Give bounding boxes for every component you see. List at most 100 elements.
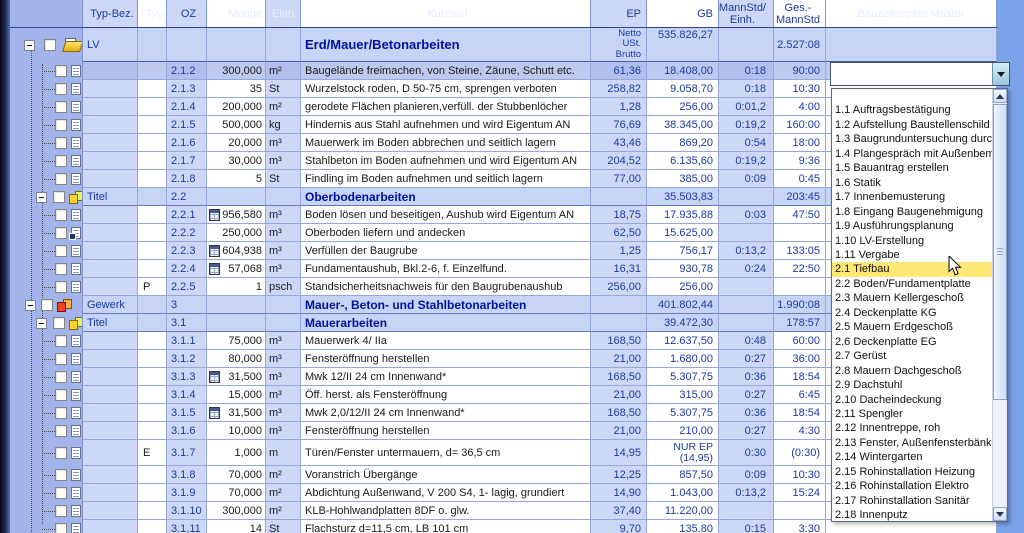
- bauzeitenplan-cell[interactable]: [826, 28, 997, 62]
- gesmannstd-cell[interactable]: 4:00: [774, 98, 826, 116]
- kurztext-cell[interactable]: Wurzelstock roden, D 50-75 cm, sprengen …: [301, 80, 591, 98]
- einh-cell[interactable]: [266, 28, 301, 62]
- dropdown-item[interactable]: 1.11 Vergabe: [835, 248, 900, 261]
- mannstd-cell[interactable]: 0:09: [719, 170, 774, 188]
- mannstd-cell[interactable]: [719, 502, 774, 520]
- ep-cell[interactable]: Netto USt. Brutto: [591, 28, 647, 62]
- dropdown-item[interactable]: 1.7 Innenbemusterung: [835, 191, 946, 204]
- oz-cell[interactable]: 2.1.4: [167, 98, 207, 116]
- mannstd-cell[interactable]: [719, 224, 774, 242]
- mannstd-cell[interactable]: 0:48: [719, 332, 774, 350]
- dropdown-item[interactable]: 2.9 Dachstuhl: [835, 379, 903, 392]
- typ-cell[interactable]: [138, 62, 167, 80]
- bauzeitenplan-cell[interactable]: [826, 520, 997, 533]
- typbez-cell[interactable]: [83, 484, 138, 502]
- typ-cell[interactable]: [138, 314, 167, 332]
- einh-cell[interactable]: m³: [266, 368, 301, 386]
- mannstd-cell[interactable]: 0:03: [719, 206, 774, 224]
- header-ep[interactable]: EP: [591, 0, 647, 27]
- menge-cell[interactable]: 31,500: [207, 404, 266, 422]
- oz-cell[interactable]: 3.1.9: [167, 484, 207, 502]
- oz-cell[interactable]: 3.1.6: [167, 422, 207, 440]
- oz-cell[interactable]: 3.1.2: [167, 350, 207, 368]
- kurztext-cell[interactable]: Fensteröffnung herstellen: [301, 350, 591, 368]
- einh-cell[interactable]: m³: [266, 152, 301, 170]
- dropdown-item[interactable]: 1.9 Ausführungsplanung: [835, 220, 954, 233]
- oz-cell[interactable]: 2.1.8: [167, 170, 207, 188]
- einh-cell[interactable]: psch: [266, 278, 301, 296]
- row-checkbox[interactable]: [55, 505, 67, 517]
- typ-cell[interactable]: [138, 170, 167, 188]
- menge-cell[interactable]: 31,500: [207, 368, 266, 386]
- typbez-cell[interactable]: [83, 422, 138, 440]
- dropdown-item[interactable]: 2.8 Mauern Dachgeschoß: [835, 364, 962, 377]
- oz-cell[interactable]: 2.2.3: [167, 242, 207, 260]
- ep-cell[interactable]: 9,70: [591, 520, 647, 533]
- kurztext-cell[interactable]: Voranstrich Übergänge: [301, 466, 591, 484]
- row-checkbox[interactable]: [53, 191, 65, 203]
- typ-cell[interactable]: [138, 484, 167, 502]
- row-checkbox[interactable]: [55, 281, 67, 293]
- typ-cell[interactable]: [138, 332, 167, 350]
- kurztext-cell[interactable]: Stahlbeton im Boden aufnehmen und wird E…: [301, 152, 591, 170]
- header-typbez[interactable]: Typ-Bez.: [83, 0, 138, 27]
- oz-cell[interactable]: 3: [167, 296, 207, 314]
- table-row[interactable]: 3.1.5 31,500 m³ Mwk 2,0/12/II 24 cm Inne…: [10, 404, 997, 422]
- ep-cell[interactable]: 1,28: [591, 98, 647, 116]
- gesmannstd-cell[interactable]: (0:30): [774, 440, 826, 466]
- scrollbar-thumb[interactable]: [993, 104, 1007, 400]
- typbez-cell[interactable]: [83, 152, 138, 170]
- typ-cell[interactable]: [138, 502, 167, 520]
- menge-cell[interactable]: 70,000: [207, 466, 266, 484]
- typbez-cell[interactable]: [83, 332, 138, 350]
- dropdown-item[interactable]: 2.17 Rohinstallation Sanitär: [835, 494, 970, 507]
- row-checkbox[interactable]: [55, 371, 67, 383]
- kurztext-cell[interactable]: Boden lösen und beseitigen, Aushub wird …: [301, 206, 591, 224]
- typbez-cell[interactable]: [83, 260, 138, 278]
- menge-cell[interactable]: [207, 314, 266, 332]
- menge-cell[interactable]: [207, 28, 266, 62]
- ep-cell[interactable]: 16,31: [591, 260, 647, 278]
- collapse-toggle-icon[interactable]: [36, 317, 47, 329]
- gb-cell[interactable]: 256,00: [647, 98, 719, 116]
- row-checkbox[interactable]: [53, 317, 65, 329]
- mannstd-cell[interactable]: 0:27: [719, 350, 774, 368]
- typ-cell[interactable]: [138, 368, 167, 386]
- oz-cell[interactable]: 3.1.10: [167, 502, 207, 520]
- row-checkbox[interactable]: [55, 469, 67, 481]
- menge-cell[interactable]: 604,938: [207, 242, 266, 260]
- header-bauzeitenplan[interactable]: Bauzeitenplan Master: [826, 0, 997, 27]
- typ-cell[interactable]: [138, 134, 167, 152]
- header-oz[interactable]: OZ: [167, 0, 207, 27]
- row-checkbox[interactable]: [55, 487, 67, 499]
- row-checkbox[interactable]: [55, 335, 67, 347]
- header-menge[interactable]: Menge: [207, 0, 266, 27]
- menge-cell[interactable]: 500,000: [207, 116, 266, 134]
- einh-cell[interactable]: [266, 188, 301, 206]
- mannstd-cell[interactable]: [719, 296, 774, 314]
- kurztext-cell[interactable]: Mwk 2,0/12/II 24 cm Innenwand*: [301, 404, 591, 422]
- einh-cell[interactable]: St: [266, 170, 301, 188]
- mannstd-cell[interactable]: 0:24: [719, 260, 774, 278]
- gesmannstd-cell[interactable]: 178:57: [774, 314, 826, 332]
- mannstd-cell[interactable]: 0:19,2: [719, 116, 774, 134]
- row-checkbox[interactable]: [44, 39, 56, 51]
- einh-cell[interactable]: kg: [266, 116, 301, 134]
- menge-cell[interactable]: 5: [207, 170, 266, 188]
- typbez-cell[interactable]: LV: [83, 28, 138, 62]
- oz-cell[interactable]: 3.1.3: [167, 368, 207, 386]
- ep-cell[interactable]: 37,40: [591, 502, 647, 520]
- typbez-cell[interactable]: [83, 386, 138, 404]
- einh-cell[interactable]: m³: [266, 332, 301, 350]
- dropdown-item[interactable]: 2.13 Fenster, Außenfensterbänk: [835, 436, 992, 449]
- mannstd-cell[interactable]: 0:18: [719, 62, 774, 80]
- ep-cell[interactable]: 1,25: [591, 242, 647, 260]
- einh-cell[interactable]: m³: [266, 206, 301, 224]
- oz-cell[interactable]: [167, 28, 207, 62]
- oz-cell[interactable]: 2.1.3: [167, 80, 207, 98]
- typbez-cell[interactable]: [83, 80, 138, 98]
- typ-cell[interactable]: P: [138, 278, 167, 296]
- typ-cell[interactable]: [138, 296, 167, 314]
- row-checkbox[interactable]: [55, 523, 67, 533]
- mannstd-cell[interactable]: [719, 314, 774, 332]
